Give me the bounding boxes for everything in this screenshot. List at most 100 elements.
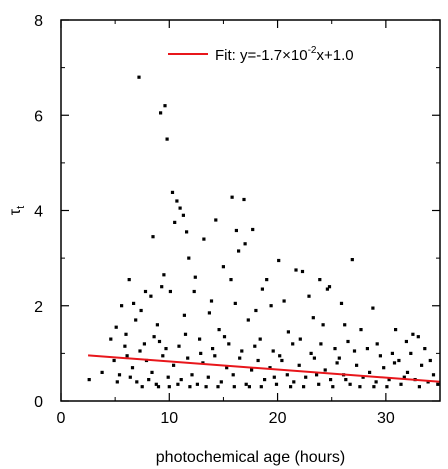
data-point <box>130 366 135 370</box>
data-point <box>185 230 189 234</box>
data-point <box>179 378 183 382</box>
legend-fit-label-exponent: -2 <box>308 45 317 56</box>
data-point <box>253 344 257 348</box>
legend-fit-label-suffix: x+1.0 <box>316 47 353 64</box>
data-point <box>132 301 136 305</box>
data-point <box>147 378 151 382</box>
data-point <box>405 370 410 374</box>
data-point <box>292 380 296 384</box>
data-point <box>321 323 325 327</box>
data-point <box>265 278 269 282</box>
data-point <box>193 275 197 279</box>
data-point <box>385 385 389 389</box>
data-point <box>280 358 284 363</box>
data-point <box>167 385 171 389</box>
data-point <box>368 370 372 374</box>
y-tick-label: 8 <box>34 13 43 30</box>
data-point <box>318 278 322 282</box>
data-point <box>234 228 238 233</box>
data-point <box>221 265 225 269</box>
data-point <box>112 358 116 363</box>
data-point <box>359 328 363 332</box>
data-point <box>188 385 192 389</box>
data-point <box>134 318 138 322</box>
data-point <box>232 385 236 389</box>
data-point <box>420 363 424 367</box>
data-point <box>142 342 146 346</box>
data-point <box>339 301 344 305</box>
data-point <box>244 382 248 386</box>
data-point <box>170 190 175 194</box>
data-point <box>387 378 391 382</box>
data-point <box>183 332 188 336</box>
data-point <box>233 301 237 305</box>
data-point <box>263 378 267 382</box>
data-point <box>291 342 295 346</box>
data-point <box>225 366 229 370</box>
data-point <box>431 373 436 377</box>
data-point <box>309 351 313 355</box>
data-point <box>211 347 215 351</box>
data-point <box>348 382 352 386</box>
data-point <box>143 289 148 294</box>
data-point <box>138 349 142 353</box>
data-point <box>181 213 185 217</box>
data-point <box>311 316 315 320</box>
data-point <box>175 199 179 203</box>
data-point <box>100 370 104 374</box>
data-point <box>227 342 231 346</box>
data-point <box>297 363 301 367</box>
legend: Fit: y=-1.7×10-2x+1.0 <box>168 45 354 64</box>
data-point <box>335 361 339 365</box>
data-point <box>139 308 143 313</box>
data-point <box>343 323 347 327</box>
y-tick-label: 4 <box>34 204 43 221</box>
data-point <box>156 385 161 389</box>
data-point <box>242 197 246 202</box>
x-axis-title: photochemical age (hours) <box>156 449 345 466</box>
data-point <box>277 258 281 263</box>
data-point <box>161 354 165 358</box>
data-point <box>319 342 323 346</box>
data-point <box>372 385 376 389</box>
data-point <box>190 373 194 377</box>
data-point <box>237 249 241 253</box>
data-point <box>214 218 218 222</box>
data-point <box>246 318 250 322</box>
data-point <box>163 104 167 108</box>
data-point <box>289 385 293 389</box>
axis-ticks: 0 10 20 30 0 2 4 6 8 <box>34 13 440 427</box>
data-point <box>399 382 403 386</box>
data-point <box>409 351 413 355</box>
data-point <box>168 289 172 294</box>
data-point <box>202 237 206 241</box>
data-point <box>271 349 275 353</box>
data-point <box>317 382 321 386</box>
data-point <box>176 382 180 386</box>
data-point <box>294 268 298 272</box>
data-point <box>302 385 306 389</box>
x-tick-label: 20 <box>269 410 287 427</box>
data-point <box>159 111 163 115</box>
data-point <box>198 337 202 341</box>
data-point <box>123 344 127 348</box>
data-point <box>109 337 113 341</box>
data-point <box>164 347 168 351</box>
data-point <box>378 354 382 358</box>
data-point <box>238 356 242 360</box>
data-point <box>404 339 408 344</box>
data-point <box>426 380 430 384</box>
data-point <box>402 375 406 379</box>
data-point <box>182 313 186 317</box>
data-point <box>172 363 176 367</box>
data-point <box>333 347 337 351</box>
data-point <box>382 366 386 370</box>
data-point <box>229 278 233 282</box>
data-point <box>222 335 227 339</box>
x-tick-label: 10 <box>160 410 178 427</box>
data-point <box>201 361 205 365</box>
data-point <box>160 285 164 289</box>
data-point <box>150 370 154 374</box>
data-point <box>192 289 196 294</box>
data-point <box>230 195 234 199</box>
